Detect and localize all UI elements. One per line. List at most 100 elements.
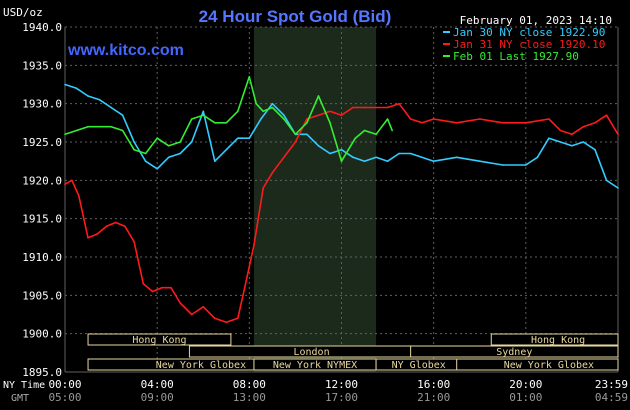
ny-time-row-label: NY Time xyxy=(3,380,45,391)
x-tick-gmt: 17:00 xyxy=(325,391,358,404)
data-point xyxy=(340,148,343,151)
data-point xyxy=(409,152,412,155)
market-session-label: London xyxy=(293,347,329,358)
data-point xyxy=(202,114,205,116)
data-point xyxy=(352,156,354,159)
series-lines xyxy=(64,76,619,324)
data-point xyxy=(87,237,89,239)
data-point xyxy=(317,114,320,116)
data-point xyxy=(347,148,350,151)
data-point xyxy=(271,171,274,174)
data-point xyxy=(582,141,585,143)
data-point xyxy=(559,129,562,132)
market-session-label: New York Globex xyxy=(504,360,594,371)
series-line xyxy=(64,102,619,324)
data-point xyxy=(455,156,458,159)
legend-entry: Jan 31 NY close 1920.10 xyxy=(453,38,605,51)
x-tick-gmt: 05:00 xyxy=(48,391,81,404)
data-point xyxy=(167,145,170,147)
data-point xyxy=(283,118,285,120)
data-point xyxy=(317,95,320,97)
data-point xyxy=(375,133,377,136)
data-point xyxy=(260,118,262,120)
data-point xyxy=(306,122,308,124)
data-point xyxy=(363,160,366,162)
data-point xyxy=(455,122,458,124)
data-point xyxy=(340,160,343,162)
data-point xyxy=(64,133,66,136)
market-session-label: Sydney xyxy=(496,347,532,358)
y-tick-label: 1910.0 xyxy=(22,251,62,264)
y-tick-label: 1905.0 xyxy=(22,289,62,302)
datetime-label: February 01, 2023 14:10 xyxy=(460,14,612,27)
market-session-label: NY Globex xyxy=(392,360,446,371)
data-point xyxy=(179,141,181,143)
data-point xyxy=(306,118,308,120)
market-session-box xyxy=(456,358,619,371)
data-point xyxy=(190,313,193,316)
data-point xyxy=(151,290,154,293)
y-tick-label: 1895.0 xyxy=(22,366,62,379)
data-point xyxy=(75,129,78,132)
data-point xyxy=(133,141,135,143)
x-tick-ny: 20:00 xyxy=(509,378,542,391)
data-point xyxy=(110,125,112,128)
data-point xyxy=(144,160,147,162)
data-point xyxy=(398,152,400,155)
market-session-label: Hong Kong xyxy=(132,335,186,346)
data-point xyxy=(142,283,145,285)
market-session-bars: Hong Kong London New York Globex New York N… xyxy=(65,333,619,373)
data-point xyxy=(525,122,527,124)
data-point xyxy=(133,148,135,151)
data-point xyxy=(262,187,265,189)
data-point xyxy=(237,137,239,139)
data-point xyxy=(98,125,101,128)
x-tick-ny: 00:00 xyxy=(48,378,81,391)
data-point xyxy=(237,317,239,320)
data-point xyxy=(386,118,389,120)
data-point xyxy=(375,156,377,159)
data-point xyxy=(283,156,285,159)
gmt-row-label: GMT xyxy=(11,393,29,404)
y-tick-label: 1925.0 xyxy=(22,136,62,149)
y-tick-label: 1900.0 xyxy=(22,328,62,341)
data-point xyxy=(87,95,89,97)
x-tick-ny: 04:00 xyxy=(141,378,174,391)
y-tick-label: 1940.0 xyxy=(22,21,62,34)
data-point xyxy=(283,114,285,116)
data-point xyxy=(243,286,246,289)
data-point xyxy=(144,152,147,155)
data-point xyxy=(329,122,331,124)
data-point xyxy=(306,133,308,136)
data-point xyxy=(363,106,366,109)
data-point xyxy=(594,148,596,151)
data-point xyxy=(502,164,504,166)
data-point xyxy=(98,99,101,101)
legend-entry: Feb 01 Last 1927.90 xyxy=(453,50,579,63)
data-point xyxy=(121,114,124,116)
data-point xyxy=(294,133,297,136)
data-point xyxy=(167,156,170,159)
y-tick-label: 1930.0 xyxy=(22,98,62,111)
data-point xyxy=(225,122,228,124)
data-point xyxy=(202,306,205,308)
data-point xyxy=(133,240,135,243)
data-point xyxy=(110,106,112,109)
data-point xyxy=(262,110,265,113)
data-point xyxy=(179,302,181,304)
y-tick-label: 1915.0 xyxy=(22,213,62,226)
data-point xyxy=(124,225,126,228)
data-point xyxy=(548,137,550,139)
data-point xyxy=(605,114,608,116)
data-point xyxy=(190,141,193,143)
chart-title: 24 Hour Spot Gold (Bid) xyxy=(199,7,392,26)
data-point xyxy=(96,233,99,235)
data-point xyxy=(225,321,228,324)
data-point xyxy=(502,122,504,124)
data-point xyxy=(525,164,527,166)
data-point xyxy=(75,87,78,90)
data-point xyxy=(409,118,412,120)
market-session-box xyxy=(490,333,619,346)
data-point xyxy=(617,187,619,189)
